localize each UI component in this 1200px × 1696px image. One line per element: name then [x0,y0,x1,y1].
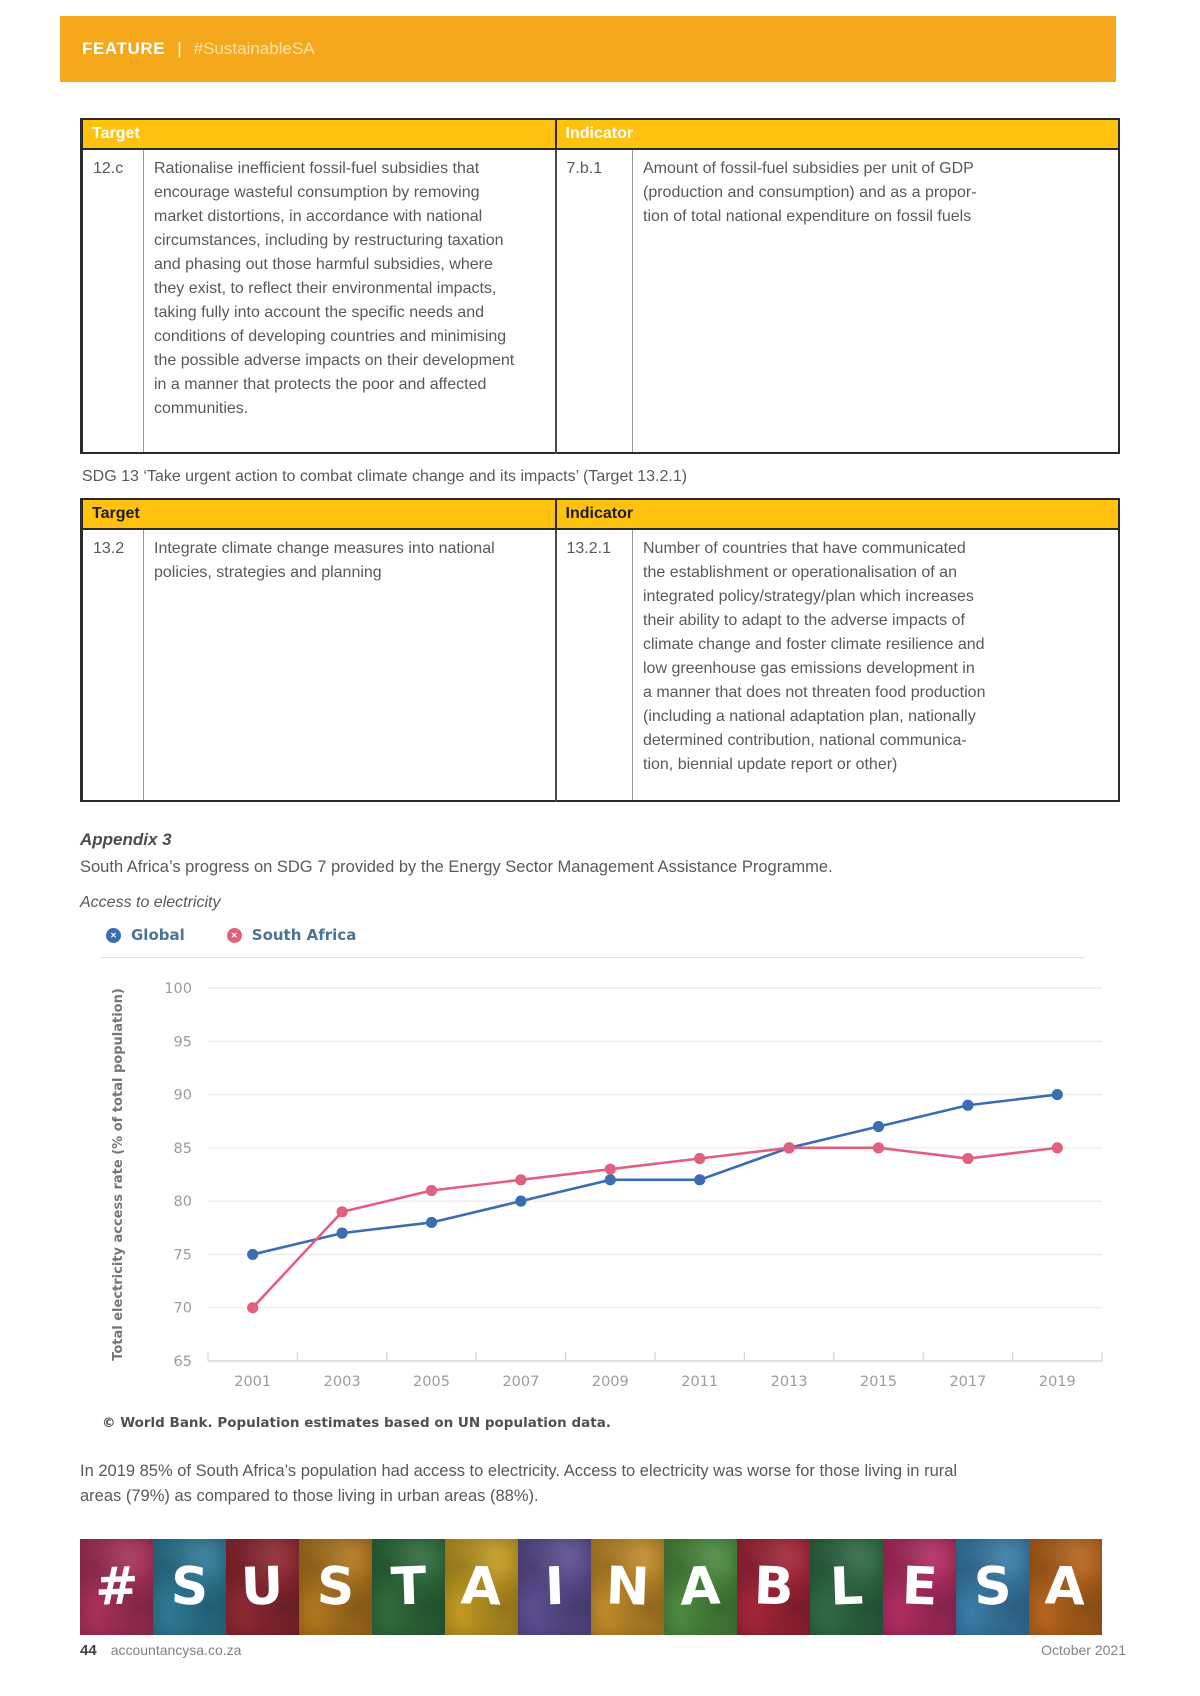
site-url: accountancysa.co.za [110,1642,242,1658]
chart-legend: ✕ Global ✕ South Africa [100,926,1120,944]
appendix-title: Appendix 3 [80,830,172,849]
svg-text:90: 90 [174,1088,192,1104]
svg-text:2019: 2019 [1039,1374,1076,1390]
target-id: 12.c [81,149,144,453]
banner-letter: T [389,1556,428,1618]
svg-text:70: 70 [174,1301,192,1317]
banner-letter: E [900,1556,939,1618]
issue-date: October 2021 [1041,1642,1126,1658]
indicator-text: Amount of fossil-fuel subsidies per unit… [643,160,977,225]
banner-letter: # [93,1556,140,1618]
target-column-header: Target [81,499,556,530]
target-text: Integrate climate change measures into n… [154,540,495,581]
banner-letter: A [679,1556,722,1618]
svg-text:100: 100 [164,981,192,997]
svg-text:2009: 2009 [592,1374,629,1390]
svg-text:2005: 2005 [413,1374,450,1390]
appendix-subtitle: South Africa’s progress on SDG 7 provide… [80,858,833,876]
svg-text:95: 95 [174,1034,192,1050]
banner-letter: N [604,1556,651,1618]
svg-text:2001: 2001 [234,1374,271,1390]
separator: | [177,39,182,58]
indicator-id: 7.b.1 [554,149,633,453]
banner-tile: U [226,1539,299,1635]
banner-tile: A [445,1539,518,1635]
banner-tile: # [80,1539,153,1635]
svg-text:2015: 2015 [860,1374,897,1390]
line-chart: 65 70 75 80 85 90 95 100 2001 2003 2005 2007 2009 201… [100,966,1120,1411]
svg-text:85: 85 [174,1141,192,1157]
banner-letter: I [543,1556,566,1618]
target-text: Rationalise inefficient fossil-fuel subs… [154,160,515,417]
closing-paragraph: In 2019 85% of South Africa’s population… [80,1462,958,1505]
appendix-3: Appendix 3 South Africa’s progress on SD… [80,830,1120,912]
indicator-column-header: Indicator [554,119,1119,150]
svg-text:2017: 2017 [949,1374,986,1390]
chart-credit: © World Bank. Population estimates based… [102,1415,611,1431]
banner-tile: S [153,1539,226,1635]
legend-item-global: ✕ Global [106,926,185,944]
feature-banner: FEATURE | #SustainableSA [60,16,1116,82]
svg-text:65: 65 [174,1354,192,1370]
table-row: 12.c Rationalise inefficient fossil-fuel… [81,149,1120,453]
svg-text:2007: 2007 [502,1374,539,1390]
banner-tile: B [737,1539,810,1635]
banner-letter: L [828,1556,865,1618]
svg-text:2011: 2011 [681,1374,718,1390]
legend-divider [100,957,1085,958]
indicator-column-header: Indicator [554,499,1119,530]
banner-tile: S [956,1539,1029,1635]
banner-letter: S [315,1556,356,1618]
table-row: 13.2 Integrate climate change measures i… [81,529,1120,801]
sdg13-caption: SDG 13 ‘Take urgent action to combat cli… [82,468,688,485]
content-column: Target Indicator 12.c Rationalise ineffi… [80,118,1120,1635]
sustainablesa-banner: # S U S T A I N A B L E S A [80,1539,1102,1635]
banner-tile: I [518,1539,591,1635]
banner-letter: B [752,1556,795,1618]
legend-marker-icon: ✕ [226,927,242,943]
banner-tile: A [664,1539,737,1635]
page-number: 44 [80,1642,97,1659]
legend-label: South Africa [251,926,357,944]
indicator-id: 13.2.1 [554,529,633,801]
legend-marker-icon: ✕ [106,927,121,943]
banner-letter: S [169,1556,210,1618]
banner-tile: E [883,1539,956,1635]
page-footer: 44 accountancysa.co.za October 2021 [80,1642,1126,1659]
banner-tile: S [299,1539,372,1635]
svg-text:2003: 2003 [324,1374,361,1390]
banner-tile: T [372,1539,445,1635]
svg-text:80: 80 [174,1194,192,1210]
banner-letter: A [1044,1556,1087,1618]
banner-letter: S [972,1556,1013,1618]
electricity-line-chart-svg: 65 70 75 80 85 90 95 100 2001 2003 2005 2007 2009 201… [111,981,1103,1390]
banner-tile: L [810,1539,883,1635]
svg-text:75: 75 [174,1247,192,1263]
banner-letter: A [460,1556,503,1618]
banner-tile: A [1029,1539,1102,1635]
svg-text:Total electricity access rate: Total electricity access rate (% of tota… [111,988,126,1361]
svg-text:2013: 2013 [771,1374,808,1390]
target-column-header: Target [81,119,556,150]
hashtag-label: #SustainableSA [193,39,315,58]
sdg13-table: Target Indicator 13.2 Integrate climate … [80,498,1120,802]
banner-letter: U [240,1556,285,1618]
electricity-access-chart: ✕ Global ✕ South Africa 65 70 75 80 85 90 95 100 20… [80,926,1120,1431]
section-label: FEATURE [82,39,166,58]
target-id: 13.2 [81,529,144,801]
legend-label: Global [131,926,185,944]
legend-item-south-africa: ✕ South Africa [226,926,357,944]
indicator-text: Number of countries that have communicat… [643,540,986,773]
sdg12-table: Target Indicator 12.c Rationalise ineffi… [80,118,1120,454]
chart-caption: Access to electricity [80,894,221,911]
banner-tile: N [591,1539,664,1635]
